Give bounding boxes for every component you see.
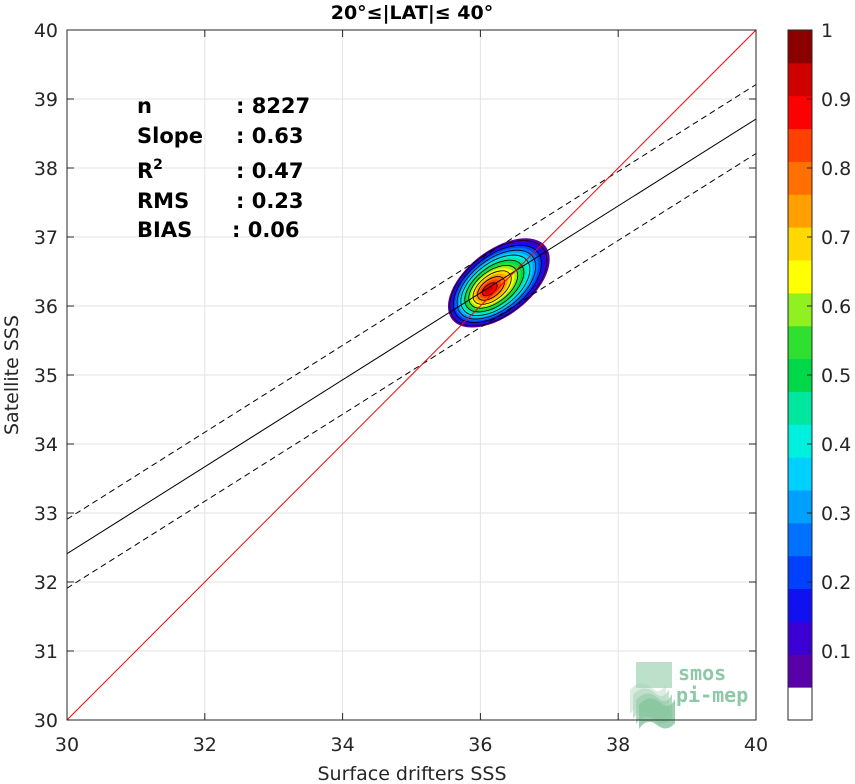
y-axis-label: Satellite SSS xyxy=(1,315,23,435)
y-tick-label: 37 xyxy=(34,227,58,249)
x-tick-label: 40 xyxy=(744,734,768,756)
y-tick-label: 30 xyxy=(34,710,58,732)
colorbar-segment xyxy=(788,621,812,655)
y-tick-label: 35 xyxy=(34,365,58,387)
colorbar-tick-label: 0.3 xyxy=(821,503,851,525)
chart-title: 20°≤|LAT|≤ 40° xyxy=(331,2,494,24)
identity-line xyxy=(67,30,756,720)
grid xyxy=(66,29,757,721)
fit-line xyxy=(67,118,756,555)
colorbar-segment xyxy=(788,457,812,491)
colorbar-segment xyxy=(788,292,812,327)
density-contours xyxy=(447,238,550,328)
colorbar-segment xyxy=(788,194,812,228)
fit-lower-line xyxy=(67,153,756,589)
colorbar-tick-label: 0.9 xyxy=(821,89,851,111)
regression-lines xyxy=(67,30,756,720)
colorbar-segment xyxy=(788,227,812,261)
colorbar-segment xyxy=(788,260,812,294)
stat-value: : 0.23 xyxy=(236,189,304,213)
y-tick-label: 31 xyxy=(34,641,58,663)
logo-block-icon xyxy=(636,662,672,688)
colorbar-segment xyxy=(788,522,812,557)
x-tick-label: 30 xyxy=(55,734,79,756)
stat-label: BIAS xyxy=(137,218,192,242)
y-tick-label: 32 xyxy=(34,572,58,594)
fit-upper-line xyxy=(67,84,756,520)
colorbar-segment xyxy=(788,325,812,360)
y-axis: 30 31 32 33 34 35 36 37 38 39 40 xyxy=(34,20,756,732)
colorbar-tick-label: 0.5 xyxy=(821,365,851,387)
logo-wave-icon xyxy=(639,698,675,729)
stat-label: R2 xyxy=(137,157,163,183)
colorbar-tick-label: 0.4 xyxy=(821,434,851,456)
stat-label: Slope xyxy=(137,124,203,148)
density-contour xyxy=(484,286,494,294)
colorbar-tick-label: 0.8 xyxy=(821,158,851,180)
x-axis: 30 32 34 36 38 40 xyxy=(55,30,768,756)
stat-value: : 8227 xyxy=(236,94,310,118)
colorbar-segment xyxy=(788,490,812,524)
colorbar-segment xyxy=(788,128,812,162)
y-tick-label: 40 xyxy=(34,20,58,42)
colorbar-segment xyxy=(788,588,812,622)
logo-text-pi-mep: pi-mep xyxy=(676,683,748,707)
colorbar-segment xyxy=(788,62,812,97)
y-tick-label: 33 xyxy=(34,503,58,525)
y-tick-label: 34 xyxy=(34,434,58,456)
stat-value: : 0.63 xyxy=(236,124,304,148)
x-tick-label: 32 xyxy=(193,734,217,756)
x-tick-label: 36 xyxy=(468,734,492,756)
stat-label: n xyxy=(137,94,152,118)
colorbar-tick-label: 0.1 xyxy=(821,641,851,663)
colorbar-segment xyxy=(788,654,812,688)
colorbar-segment xyxy=(788,687,812,721)
colorbar: 0.1 0.2 0.3 0.4 0.5 0.6 0.7 0.8 0.9 1 xyxy=(787,20,851,721)
y-tick-label: 38 xyxy=(34,158,58,180)
colorbar-tick-label: 0.7 xyxy=(821,227,851,249)
stat-label: RMS xyxy=(137,189,189,213)
x-tick-label: 34 xyxy=(331,734,355,756)
x-axis-label: Surface drifters SSS xyxy=(318,763,507,784)
stat-value: : 0.06 xyxy=(232,218,300,242)
colorbar-tick-label: 0.6 xyxy=(821,296,851,318)
stat-value: : 0.47 xyxy=(236,159,304,183)
logo-text-smos: smos xyxy=(678,661,726,685)
colorbar-segment xyxy=(788,161,812,195)
colorbar-segment xyxy=(788,95,812,130)
y-tick-label: 39 xyxy=(34,89,58,111)
colorbar-segment xyxy=(788,424,812,458)
colorbar-tick-label: 1 xyxy=(821,20,833,42)
stats-box: n : 8227 Slope : 0.63 R2 : 0.47 RMS : 0.23 BIAS:… xyxy=(137,94,310,242)
colorbar-tick-label: 0.2 xyxy=(821,572,851,594)
colorbar-segment xyxy=(788,30,812,64)
y-tick-label: 36 xyxy=(34,296,58,318)
colorbar-segment xyxy=(788,391,812,425)
x-tick-label: 38 xyxy=(606,734,630,756)
colorbar-segment xyxy=(788,555,812,590)
